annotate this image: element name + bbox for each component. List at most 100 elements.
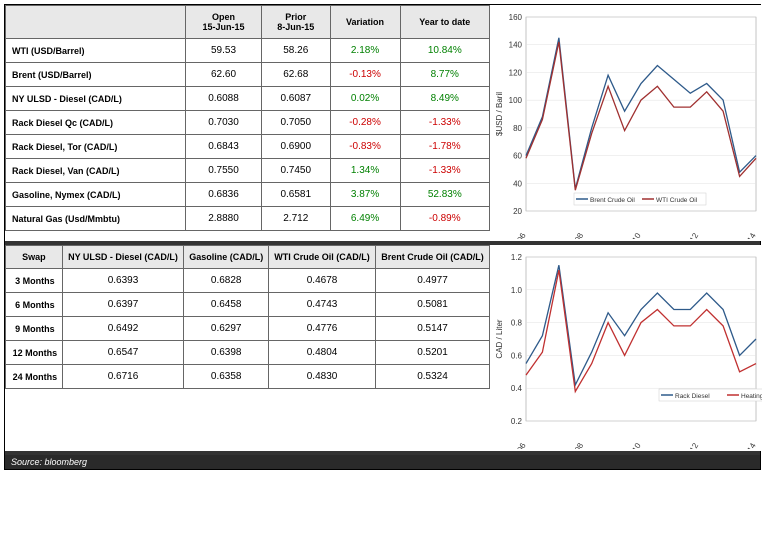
svg-text:2006: 2006: [511, 441, 528, 449]
cell-prior: 0.7450: [262, 159, 331, 183]
table-row: Gasoline, Nymex (CAD/L)0.68360.65813.87%…: [6, 183, 490, 207]
cell-variation: 3.87%: [330, 183, 400, 207]
cell-wti: 0.4776: [269, 317, 376, 341]
cell-ulsd: 0.6716: [62, 365, 184, 389]
row-label: Brent (USD/Barrel): [6, 63, 186, 87]
table-row: 12 Months0.65470.63980.48040.5201: [6, 341, 490, 365]
report-container: Open15-Jun-15 Prior8-Jun-15 Variation Ye…: [4, 4, 761, 470]
cell-prior: 0.6900: [262, 135, 331, 159]
cell-variation: -0.13%: [330, 63, 400, 87]
svg-text:40: 40: [513, 179, 522, 188]
svg-text:160: 160: [509, 13, 523, 22]
row-label: Rack Diesel Qc (CAD/L): [6, 111, 186, 135]
svg-text:2010: 2010: [626, 231, 643, 239]
svg-text:WTI Crude Oil: WTI Crude Oil: [656, 197, 698, 204]
cell-variation: 1.34%: [330, 159, 400, 183]
svg-text:20: 20: [513, 207, 522, 216]
cell-prior: 0.6581: [262, 183, 331, 207]
th-brent: Brent Crude Oil (CAD/L): [375, 246, 489, 269]
cell-gasoline: 0.6398: [184, 341, 269, 365]
cell-variation: 6.49%: [330, 207, 400, 231]
th-swap: Swap: [6, 246, 63, 269]
cell-open: 62.60: [186, 63, 262, 87]
cell-open: 2.8880: [186, 207, 262, 231]
table-row: Rack Diesel, Tor (CAD/L)0.68430.6900-0.8…: [6, 135, 490, 159]
cell-prior: 0.6087: [262, 87, 331, 111]
cell-prior: 58.26: [262, 39, 331, 63]
svg-text:2012: 2012: [684, 231, 701, 239]
cell-variation: -0.83%: [330, 135, 400, 159]
svg-text:2008: 2008: [569, 231, 586, 239]
swaps-table-wrap: Swap NY ULSD - Diesel (CAD/L) Gasoline (…: [5, 245, 490, 451]
table-row: 6 Months0.63970.64580.47430.5081: [6, 293, 490, 317]
source-label: Source: bloomberg: [5, 455, 760, 469]
cell-prior: 0.7050: [262, 111, 331, 135]
row-label: 24 Months: [6, 365, 63, 389]
cell-open: 59.53: [186, 39, 262, 63]
cell-ytd: 8.49%: [400, 87, 489, 111]
svg-text:0.8: 0.8: [511, 319, 523, 328]
svg-text:60: 60: [513, 152, 522, 161]
cell-ytd: -1.33%: [400, 159, 489, 183]
diesel-chart-wrap: 0.20.40.60.81.01.220062008201020122014CA…: [490, 245, 764, 451]
cell-gasoline: 0.6297: [184, 317, 269, 341]
cell-wti: 0.4743: [269, 293, 376, 317]
cell-open: 0.6843: [186, 135, 262, 159]
cell-wti: 0.4830: [269, 365, 376, 389]
crude-oil-chart: 2040608010012014016020062008201020122014…: [492, 9, 762, 239]
svg-text:100: 100: [509, 96, 523, 105]
th-ulsd: NY ULSD - Diesel (CAD/L): [62, 246, 184, 269]
th-open: Open15-Jun-15: [186, 6, 262, 39]
table-row: Natural Gas (Usd/Mmbtu)2.88802.7126.49%-…: [6, 207, 490, 231]
row-label: 12 Months: [6, 341, 63, 365]
cell-brent: 0.4977: [375, 269, 489, 293]
table-row: Rack Diesel, Van (CAD/L)0.75500.74501.34…: [6, 159, 490, 183]
cell-variation: 0.02%: [330, 87, 400, 111]
cell-brent: 0.5147: [375, 317, 489, 341]
cell-wti: 0.4804: [269, 341, 376, 365]
cell-ytd: 10.84%: [400, 39, 489, 63]
cell-variation: -0.28%: [330, 111, 400, 135]
cell-ytd: -1.78%: [400, 135, 489, 159]
table-row: 3 Months0.63930.68280.46780.4977: [6, 269, 490, 293]
row-label: Rack Diesel, Tor (CAD/L): [6, 135, 186, 159]
cell-brent: 0.5201: [375, 341, 489, 365]
svg-text:2014: 2014: [741, 441, 758, 449]
row-label: Rack Diesel, Van (CAD/L): [6, 159, 186, 183]
th-gasoline: Gasoline (CAD/L): [184, 246, 269, 269]
cell-variation: 2.18%: [330, 39, 400, 63]
th-prior: Prior8-Jun-15: [262, 6, 331, 39]
svg-text:Brent Crude Oil: Brent Crude Oil: [590, 197, 635, 204]
th-variation: Variation: [330, 6, 400, 39]
prices-table: Open15-Jun-15 Prior8-Jun-15 Variation Ye…: [5, 5, 490, 231]
svg-text:2006: 2006: [511, 231, 528, 239]
cell-ytd: 52.83%: [400, 183, 489, 207]
cell-brent: 0.5324: [375, 365, 489, 389]
cell-gasoline: 0.6458: [184, 293, 269, 317]
cell-prior: 62.68: [262, 63, 331, 87]
cell-ytd: -1.33%: [400, 111, 489, 135]
diesel-heating-chart: 0.20.40.60.81.01.220062008201020122014CA…: [492, 249, 762, 449]
row-label: Natural Gas (Usd/Mmbtu): [6, 207, 186, 231]
table-row: 9 Months0.64920.62970.47760.5147: [6, 317, 490, 341]
cell-prior: 2.712: [262, 207, 331, 231]
cell-open: 0.7030: [186, 111, 262, 135]
svg-text:1.0: 1.0: [511, 286, 523, 295]
swaps-table: Swap NY ULSD - Diesel (CAD/L) Gasoline (…: [5, 245, 490, 389]
svg-text:0.6: 0.6: [511, 351, 523, 360]
svg-text:140: 140: [509, 41, 523, 50]
svg-text:Rack Diesel: Rack Diesel: [675, 393, 710, 400]
section-prices: Open15-Jun-15 Prior8-Jun-15 Variation Ye…: [5, 5, 760, 245]
svg-text:2014: 2014: [741, 231, 758, 239]
crude-chart-wrap: 2040608010012014016020062008201020122014…: [490, 5, 764, 241]
cell-open: 0.6088: [186, 87, 262, 111]
cell-ytd: -0.89%: [400, 207, 489, 231]
svg-text:$USD / Baril: $USD / Baril: [495, 92, 504, 136]
row-label: 9 Months: [6, 317, 63, 341]
svg-text:CAD / Liter: CAD / Liter: [495, 319, 504, 358]
table-row: Brent (USD/Barrel)62.6062.68-0.13%8.77%: [6, 63, 490, 87]
row-label: Gasoline, Nymex (CAD/L): [6, 183, 186, 207]
cell-gasoline: 0.6358: [184, 365, 269, 389]
svg-text:2010: 2010: [626, 441, 643, 449]
table-row: Rack Diesel Qc (CAD/L)0.70300.7050-0.28%…: [6, 111, 490, 135]
